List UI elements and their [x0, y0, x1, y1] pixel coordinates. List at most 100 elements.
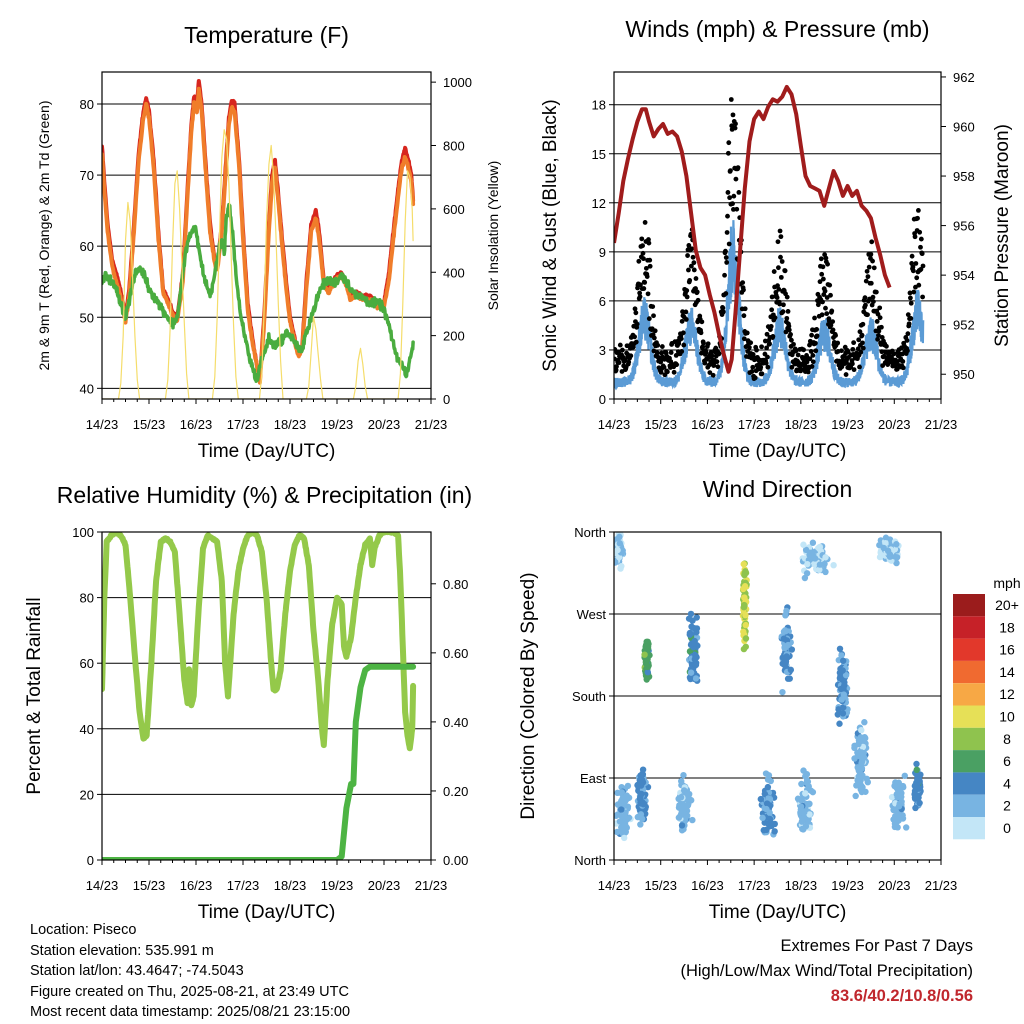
colorbar-label: 8 [1003, 731, 1011, 747]
gust-point [871, 265, 877, 271]
gust-point [884, 343, 889, 349]
direction-point [839, 657, 847, 664]
y-tick-label: 0 [599, 392, 606, 407]
direction-point [860, 738, 867, 746]
x-tick-label: 17/23 [738, 878, 771, 893]
y-right-tick-label: 0.60 [443, 646, 468, 661]
direction-point [882, 534, 890, 541]
colorbar-swatch [953, 772, 985, 795]
gust-point [764, 331, 770, 337]
direction-point [640, 801, 647, 808]
direction-point [800, 767, 807, 774]
gust-point [868, 280, 874, 286]
colorbar-label: 6 [1003, 753, 1011, 769]
gust-point [777, 228, 783, 234]
gust-point [690, 254, 696, 260]
x-tick-label: 20/23 [368, 417, 401, 432]
gust-point [813, 348, 819, 354]
gust-point [804, 359, 810, 365]
x-tick-label: 16/23 [180, 878, 213, 893]
gust-point [707, 370, 713, 376]
y-tick-label: 60 [80, 239, 94, 254]
gust-point [915, 208, 921, 213]
gust-point [864, 268, 870, 274]
gust-point [688, 263, 694, 269]
gust-point [685, 253, 690, 258]
direction-point [798, 818, 806, 825]
gust-point [644, 274, 650, 279]
gust-point [785, 308, 791, 314]
y-right-tick-label: 0.00 [443, 853, 468, 868]
direction-point [614, 559, 619, 566]
gust-point [904, 338, 910, 343]
gust-point [871, 299, 876, 305]
direction-point [637, 821, 644, 828]
y-right-tick-label: 0.20 [443, 784, 468, 799]
created-text: Figure created on Thu, 2025-08-21, at 23… [30, 983, 349, 1000]
wind-direction-panel: Wind Direction North East South West North 14/… [518, 476, 957, 923]
colorbar-label: 4 [1003, 775, 1011, 791]
direction-point [783, 653, 790, 660]
y-axis-label: Direction (Colored By Speed) [518, 572, 539, 819]
direction-point [742, 635, 750, 642]
direction-point [800, 541, 807, 548]
direction-point [822, 554, 829, 561]
winds-pressure-panel: Winds (mph) & Pressure (mb) 0 3 6 9 12 15 18 950… [540, 16, 1013, 462]
gust-point [658, 359, 664, 365]
station-info: Location: Piseco Station elevation: 535.… [30, 920, 350, 1023]
y-right-tick-label: 400 [443, 265, 465, 280]
direction-point [801, 574, 809, 582]
gust-point [632, 306, 638, 312]
extremes-heading: Extremes For Past 7 Days [780, 937, 973, 955]
direction-point [787, 666, 795, 674]
direction-point [890, 806, 897, 814]
direction-point [895, 816, 903, 823]
y-right-axis-label: Station Pressure (Maroon) [992, 124, 1013, 347]
gust-point [680, 330, 686, 336]
direction-point [638, 790, 645, 798]
gust-point [908, 295, 913, 301]
x-axis-label: Time (Day/UTC) [198, 441, 336, 462]
gust-point [814, 327, 820, 332]
chart-title: Winds (mph) & Pressure (mb) [625, 16, 929, 42]
colorbar-swatch [953, 817, 985, 840]
gust-point [770, 334, 776, 339]
direction-point [644, 638, 652, 645]
gust-point [765, 364, 771, 370]
direction-point [761, 819, 768, 826]
gust-point [776, 286, 782, 292]
x-tick-label: 17/23 [738, 417, 771, 432]
gust-point [833, 333, 838, 338]
direction-point [842, 671, 850, 679]
colorbar-label: 20+ [995, 597, 1019, 613]
y-tick-label: 80 [80, 591, 94, 606]
gust-point [640, 250, 646, 256]
gust-point [807, 356, 813, 362]
gust-point [701, 340, 706, 346]
gust-point [775, 239, 781, 245]
y-tick-label: North [574, 853, 606, 868]
pressure-line [614, 84, 892, 374]
direction-point [677, 794, 685, 801]
y-tick-label: 60 [80, 656, 94, 671]
direction-point [691, 656, 699, 663]
gust-point [820, 276, 826, 282]
x-tick-label: 18/23 [274, 878, 307, 893]
gust-point [830, 319, 836, 325]
gust-point [823, 255, 829, 261]
series-solar [102, 129, 414, 399]
gust-point [642, 280, 648, 285]
gust-point [668, 350, 674, 355]
y-tick-label: South [572, 689, 606, 704]
gust-point [798, 368, 804, 374]
gust-point [617, 342, 623, 348]
humidity-precip-panel: Relative Humidity (%) & Precipitation (i… [24, 482, 472, 923]
gust-point [835, 340, 841, 346]
x-tick-label: 15/23 [133, 878, 166, 893]
gust-point [810, 353, 816, 358]
gust-point [781, 302, 786, 308]
direction-point [687, 669, 695, 676]
gust-point [763, 360, 769, 366]
x-tick-label: 16/23 [691, 417, 724, 432]
gust-point [808, 349, 814, 354]
